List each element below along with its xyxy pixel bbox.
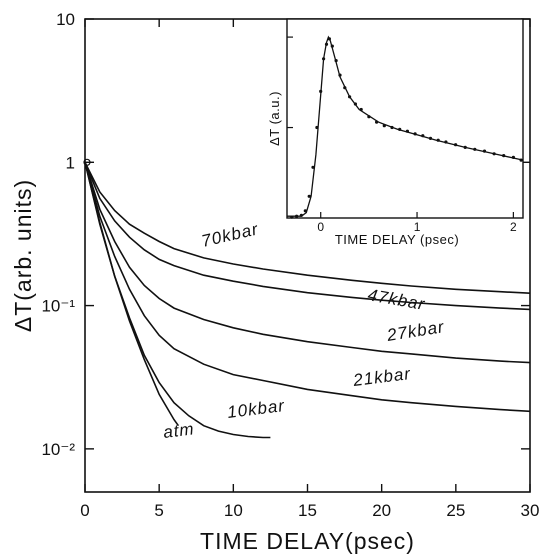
inset-data-point: [428, 136, 433, 140]
series-label-47kbar: 47kbar: [366, 285, 427, 314]
inset-data-point: [338, 73, 342, 77]
inset-data-point: [473, 147, 477, 151]
inset-data-point: [444, 140, 448, 144]
inset-data-point: [334, 59, 338, 63]
inset-data-point: [315, 125, 319, 130]
inset-x-tick-label: 0: [317, 220, 324, 234]
inset-data-point: [492, 152, 496, 156]
series-line-21kbar: [84, 162, 531, 413]
y-tick-label: 1: [66, 153, 75, 172]
inset-data-point: [295, 214, 299, 218]
inset-y-axis-title: ΔT (a.u.): [267, 91, 282, 146]
main-labels: 70kbar 47kbar 27kbar 21kbar 10kbar atm: [162, 219, 446, 442]
inset-data-point: [343, 86, 347, 90]
series-line-atm: [84, 162, 180, 427]
inset-data-point: [502, 154, 506, 158]
inset-data-point: [367, 115, 371, 119]
x-axis-title: TIME DELAY(psec): [200, 528, 415, 554]
inset-data-point: [454, 143, 458, 147]
series-line-10kbar: [84, 162, 271, 439]
y-axis-title: ΔT(arb. units): [10, 179, 36, 332]
x-tick-label: 30: [521, 501, 540, 520]
x-tick-label: 25: [446, 501, 465, 520]
series-label-atm: atm: [162, 419, 195, 442]
series-label-10kbar: 10kbar: [226, 396, 286, 422]
inset-data-point: [324, 42, 329, 46]
inset-data-point: [299, 213, 303, 217]
series-label-27kbar: 27kbar: [385, 317, 447, 345]
inset-data-point: [322, 57, 326, 61]
inset-data-point: [482, 149, 487, 153]
inset-data-point: [327, 37, 331, 41]
inset-x-tick-label: 1: [414, 220, 421, 234]
series-label-70kbar: 70kbar: [200, 219, 261, 251]
series-line-27kbar: [84, 162, 531, 364]
inset-data-point: [436, 138, 440, 142]
series-label-21kbar: 21kbar: [351, 364, 412, 390]
inset-data-point: [348, 95, 352, 99]
inset-data-point: [398, 127, 402, 131]
y-tick-label: 10: [56, 10, 75, 29]
x-tick-label: 5: [154, 501, 163, 520]
inset-data-point: [421, 134, 425, 138]
x-tick-label: 15: [298, 501, 317, 520]
x-tick-label: 0: [80, 501, 89, 520]
series-line-47kbar: [84, 161, 531, 311]
inset-data-point: [511, 155, 515, 159]
series-line-70kbar: [84, 161, 531, 294]
inset-x-axis-title: TIME DELAY (psec): [335, 232, 459, 247]
inset-data-point: [303, 209, 307, 213]
inset-data-point: [519, 158, 523, 162]
origin-point: [83, 158, 91, 166]
inset-data-point: [390, 125, 394, 130]
inset-chart: 0 1 2 TIME DELAY (psec) ΔT (a.u.): [267, 18, 524, 247]
inset-data-point: [382, 124, 386, 128]
main-series: [83, 158, 531, 439]
inset-frame: [286, 18, 524, 219]
y-tick-label: 10⁻¹: [41, 297, 75, 316]
inset-data-point: [330, 44, 334, 48]
inset-data-point: [413, 132, 417, 136]
inset-data-point: [375, 120, 379, 124]
inset-x-tick-label: 2: [510, 220, 517, 234]
inset-data-point: [319, 89, 323, 93]
inset-data-point: [290, 215, 294, 219]
inset-data-point: [359, 107, 363, 112]
inset-data-point: [463, 145, 467, 149]
y-tick-label: 10⁻²: [41, 440, 75, 459]
x-tick-label: 20: [372, 501, 391, 520]
inset-data-point: [311, 165, 315, 169]
x-tick-label: 10: [224, 501, 243, 520]
inset-data-point: [405, 129, 409, 133]
inset-data-point: [307, 194, 311, 198]
inset-data-point: [353, 102, 357, 106]
